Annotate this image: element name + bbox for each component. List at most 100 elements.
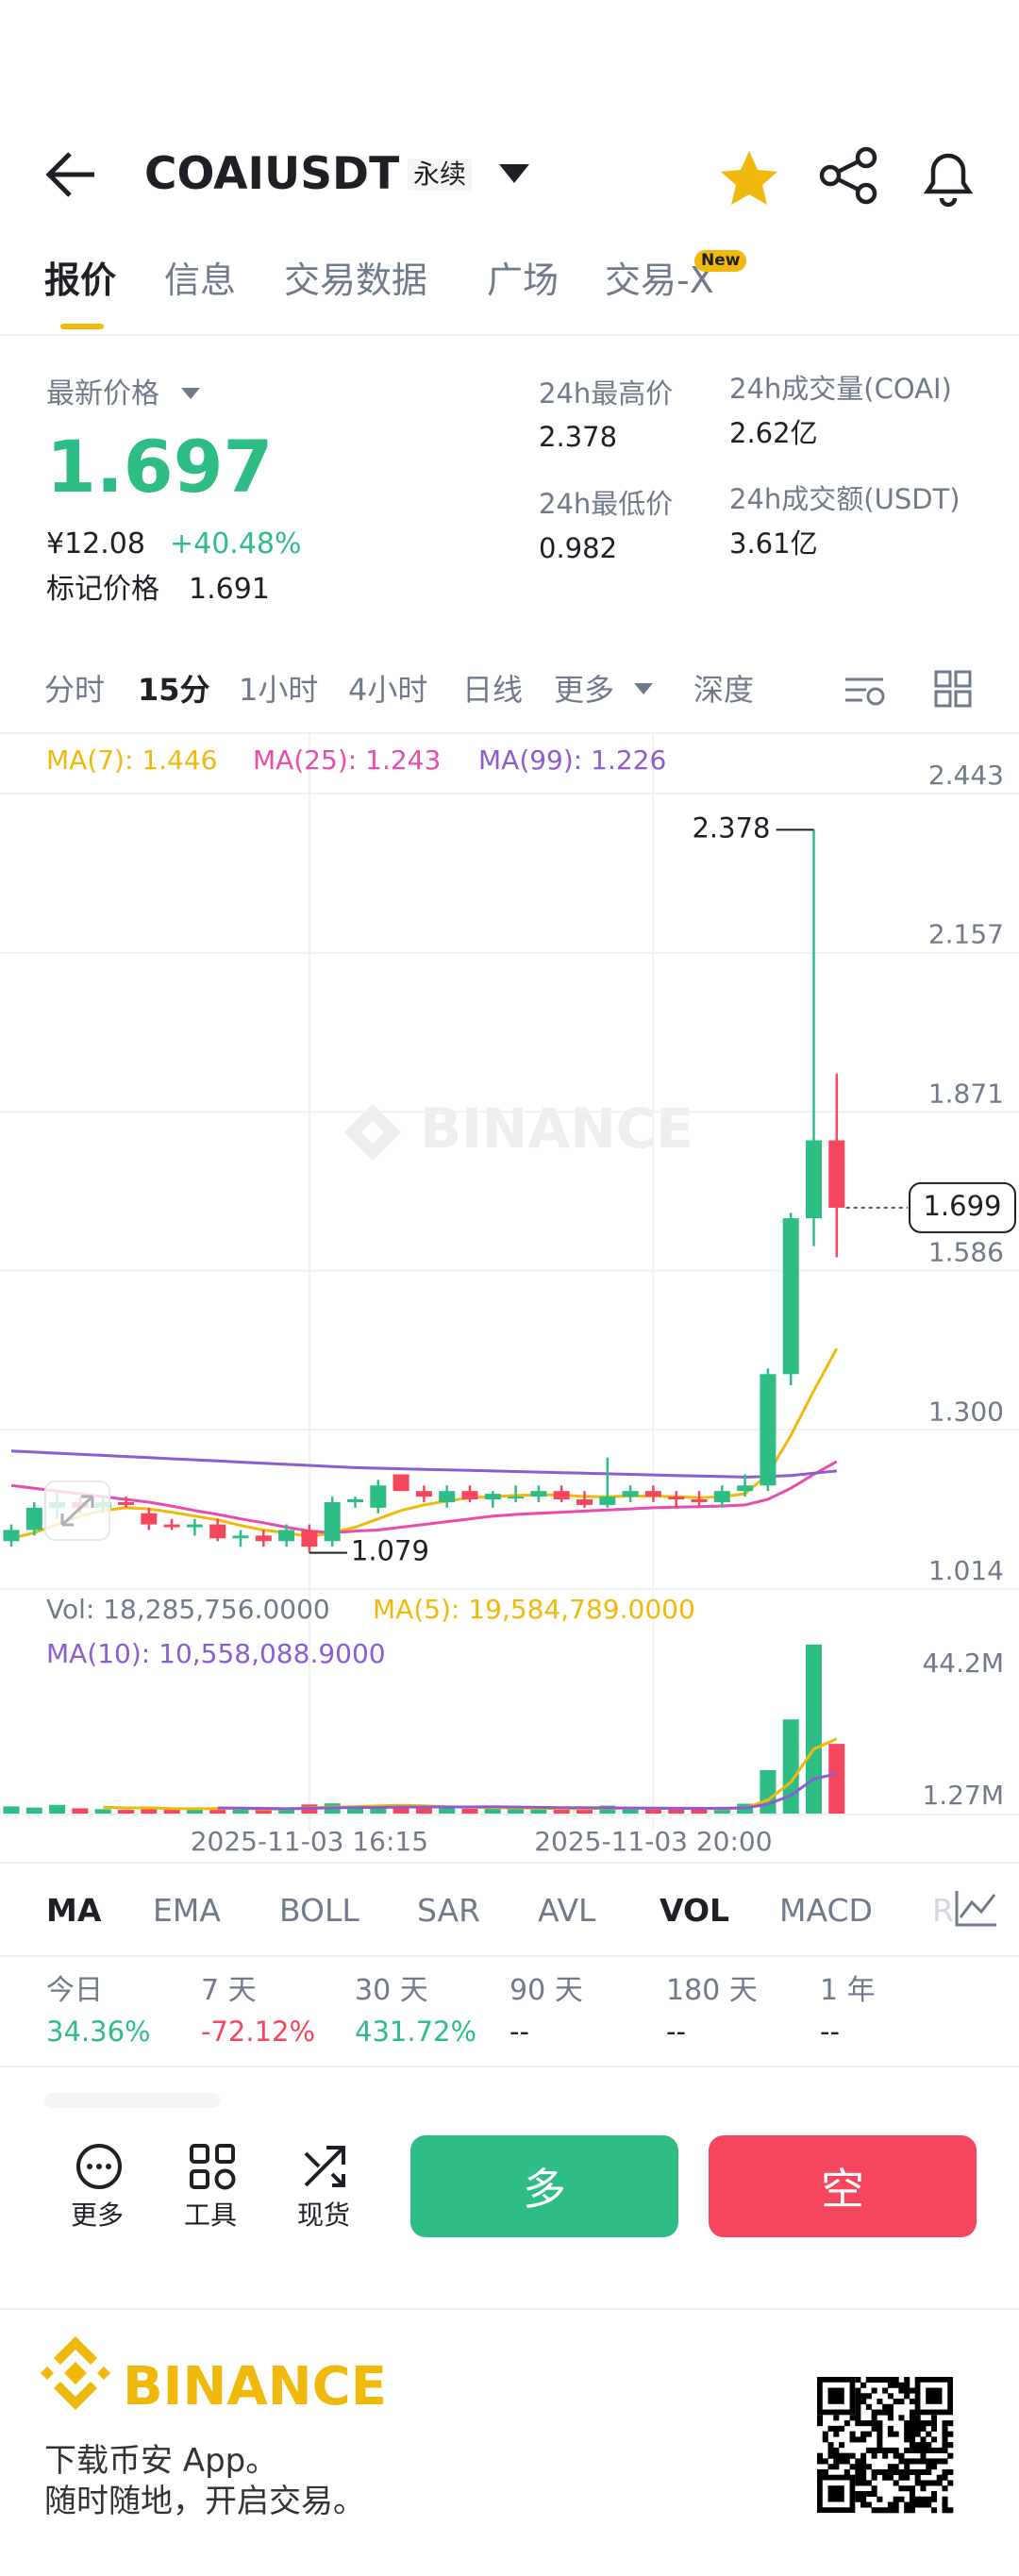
layout-icon[interactable]	[934, 670, 972, 708]
tab[interactable]: 交易数据	[284, 259, 428, 301]
qr-module	[860, 2452, 867, 2459]
contract-caret[interactable]	[499, 164, 529, 183]
chart-type-icon[interactable]	[955, 1891, 996, 1927]
tab[interactable]: 广场	[487, 259, 560, 301]
volume-bar	[713, 1808, 730, 1815]
legend-entry: MA(25): 1.243	[253, 744, 441, 776]
tab[interactable]: 报价	[44, 259, 117, 301]
interval[interactable]: 分时	[44, 672, 106, 708]
favorite-icon[interactable]	[721, 151, 777, 205]
qr-module	[877, 2425, 883, 2432]
indicator[interactable]: MA	[46, 1892, 102, 1929]
qr-module	[926, 2480, 932, 2486]
mark-price-label: 标记价格	[46, 573, 159, 606]
qr-module	[942, 2496, 948, 2502]
indicator[interactable]: R	[932, 1892, 954, 1929]
qr-module	[904, 2501, 910, 2508]
candle-body	[530, 1491, 547, 1497]
qr-code	[817, 2376, 954, 2514]
qr-module	[920, 2452, 927, 2459]
action-label[interactable]: 更多	[71, 2200, 125, 2231]
qr-module	[860, 2474, 867, 2481]
back-icon[interactable]	[45, 152, 94, 197]
action-label[interactable]: 工具	[184, 2200, 238, 2231]
action-label[interactable]: 现货	[297, 2200, 351, 2231]
qr-module	[817, 2420, 824, 2427]
candle-body	[393, 1474, 409, 1492]
qr-module	[839, 2425, 845, 2432]
qr-module	[882, 2447, 889, 2453]
long-button[interactable]: 多	[410, 2135, 678, 2237]
qr-module	[904, 2387, 910, 2394]
qr-module	[893, 2468, 899, 2475]
indicator[interactable]: SAR	[417, 1892, 481, 1929]
candle-body	[599, 1497, 616, 1505]
qr-module	[865, 2501, 872, 2508]
candle-body	[760, 1374, 777, 1486]
period: 180 天	[666, 1974, 758, 2007]
qr-module	[920, 2496, 927, 2502]
qr-module	[882, 2403, 889, 2410]
qr-module	[926, 2431, 932, 2437]
tab[interactable]: 信息	[164, 259, 237, 301]
indicator[interactable]: VOL	[660, 1892, 730, 1929]
scroll-indicator	[44, 2093, 221, 2108]
tools-icon[interactable]	[190, 2144, 236, 2190]
share-icon[interactable]	[819, 146, 877, 205]
qr-module	[860, 2480, 867, 2486]
more-caret[interactable]	[632, 681, 655, 696]
spot-icon[interactable]	[304, 2146, 345, 2187]
interval[interactable]: 更多	[554, 672, 615, 708]
candle-body	[806, 1140, 822, 1219]
qr-module	[909, 2425, 915, 2432]
volume-bar	[828, 1744, 845, 1815]
short-button[interactable]: 空	[709, 2135, 977, 2237]
volume-title: Vol: 18,285,756.0000	[46, 1594, 330, 1625]
qr-module	[942, 2431, 948, 2437]
interval[interactable]: 1小时	[239, 672, 319, 708]
interval[interactable]: 深度	[693, 672, 755, 708]
ma-line	[103, 1737, 838, 1811]
y-tick-label: 1.014	[928, 1555, 1004, 1586]
qr-module	[817, 2415, 824, 2421]
tab[interactable]: 交易-X	[605, 259, 714, 301]
qr-module	[942, 2442, 948, 2449]
qr-module	[887, 2425, 894, 2432]
qr-module	[930, 2447, 938, 2453]
indicator[interactable]: EMA	[153, 1892, 221, 1929]
qr-module	[877, 2468, 883, 2475]
qr-module	[877, 2431, 883, 2437]
period-change: 34.36%	[46, 2016, 151, 2048]
stat-value: 0.982	[539, 532, 618, 564]
more-icon[interactable]	[76, 2144, 122, 2189]
indicator[interactable]: AVL	[538, 1892, 596, 1929]
alert-icon[interactable]	[923, 153, 974, 208]
qr-module	[926, 2442, 932, 2449]
qr-module	[882, 2377, 889, 2384]
interval[interactable]: 日线	[462, 672, 524, 708]
qr-module	[930, 2420, 938, 2427]
indicator[interactable]: MACD	[779, 1892, 873, 1929]
candle-body	[324, 1501, 341, 1542]
qr-module	[909, 2485, 915, 2492]
indicator-settings-icon[interactable]	[845, 677, 885, 706]
candle-body	[25, 1507, 42, 1531]
qr-module	[930, 2480, 938, 2486]
qr-module	[920, 2442, 927, 2449]
qr-module	[882, 2474, 889, 2481]
qr-module	[909, 2468, 915, 2475]
volume-bar	[553, 1808, 570, 1815]
interval[interactable]: 4小时	[348, 672, 428, 708]
period-change: --	[510, 2016, 529, 2048]
qr-module	[855, 2399, 861, 2405]
indicator[interactable]: BOLL	[279, 1892, 359, 1929]
qr-module	[904, 2485, 910, 2492]
qr-module	[904, 2507, 910, 2514]
interval[interactable]: 15分	[138, 672, 210, 708]
volume-bar	[232, 1809, 249, 1815]
period: 1 年	[820, 1974, 876, 2007]
qr-finder	[914, 2376, 953, 2416]
price-label-caret[interactable]	[179, 386, 202, 401]
qr-module	[893, 2452, 899, 2459]
qr-module	[909, 2409, 915, 2416]
